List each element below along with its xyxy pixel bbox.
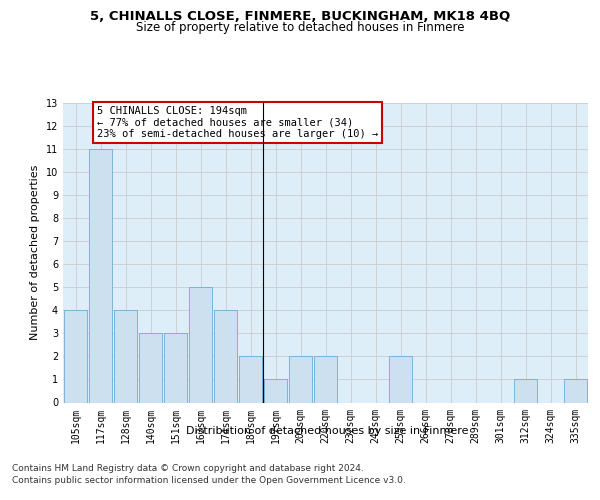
Bar xyxy=(64,310,87,402)
Bar xyxy=(514,380,537,402)
Text: 5, CHINALLS CLOSE, FINMERE, BUCKINGHAM, MK18 4BQ: 5, CHINALLS CLOSE, FINMERE, BUCKINGHAM, … xyxy=(90,10,510,23)
Bar xyxy=(89,148,112,402)
Text: Contains HM Land Registry data © Crown copyright and database right 2024.: Contains HM Land Registry data © Crown c… xyxy=(12,464,364,473)
Bar xyxy=(389,356,412,403)
Y-axis label: Number of detached properties: Number of detached properties xyxy=(30,165,40,340)
Bar xyxy=(114,310,137,402)
Bar xyxy=(214,310,237,402)
Bar xyxy=(264,380,287,402)
Bar xyxy=(164,334,187,402)
Text: Size of property relative to detached houses in Finmere: Size of property relative to detached ho… xyxy=(136,21,464,34)
Bar xyxy=(314,356,337,403)
Bar xyxy=(289,356,312,403)
Bar xyxy=(139,334,162,402)
Text: Contains public sector information licensed under the Open Government Licence v3: Contains public sector information licen… xyxy=(12,476,406,485)
Bar xyxy=(239,356,262,403)
Bar xyxy=(189,287,212,403)
Text: 5 CHINALLS CLOSE: 194sqm
← 77% of detached houses are smaller (34)
23% of semi-d: 5 CHINALLS CLOSE: 194sqm ← 77% of detach… xyxy=(97,106,378,139)
Bar xyxy=(564,380,587,402)
Text: Distribution of detached houses by size in Finmere: Distribution of detached houses by size … xyxy=(186,426,468,436)
